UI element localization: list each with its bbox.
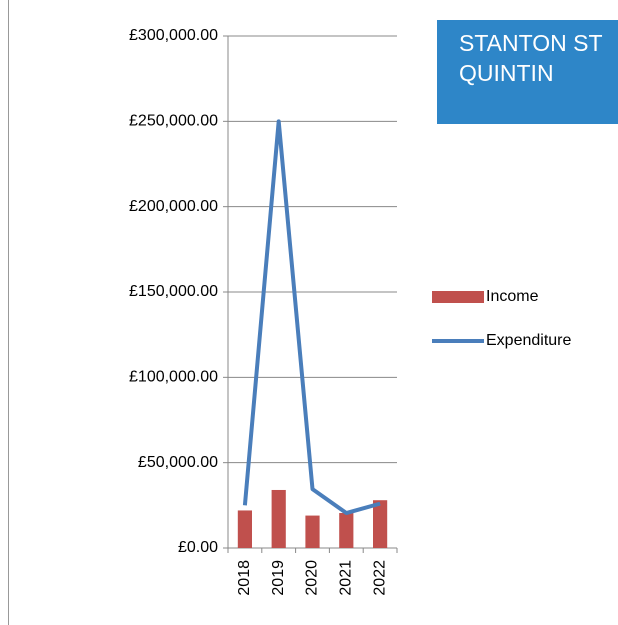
x-tick-label: 2018 xyxy=(236,560,253,596)
bar xyxy=(237,510,252,548)
x-tick-label: 2019 xyxy=(270,560,287,596)
y-tick-label: £250,000.00 xyxy=(129,113,218,130)
bar xyxy=(271,489,286,548)
y-tick-label: £50,000.00 xyxy=(138,454,218,471)
x-tick-label: 2021 xyxy=(338,560,355,596)
chart-title-box: STANTON ST QUINTIN xyxy=(437,20,618,124)
bar xyxy=(339,513,354,548)
y-tick-label: £150,000.00 xyxy=(129,283,218,300)
line xyxy=(242,119,381,516)
legend-label: Expenditure xyxy=(486,332,571,349)
y-tick-label: £200,000.00 xyxy=(129,198,218,215)
bar xyxy=(305,515,320,548)
bar xyxy=(373,500,388,548)
y-tick-label: £300,000.00 xyxy=(129,27,218,44)
y-tick-label: £100,000.00 xyxy=(129,369,218,386)
y-tick-label: £0.00 xyxy=(178,539,218,556)
legend-label: Income xyxy=(486,288,539,305)
chart-title: STANTON ST QUINTIN xyxy=(459,30,603,86)
x-tick-label: 2022 xyxy=(371,560,388,596)
legend-swatch xyxy=(432,291,484,303)
x-tick-label: 2020 xyxy=(304,560,321,596)
